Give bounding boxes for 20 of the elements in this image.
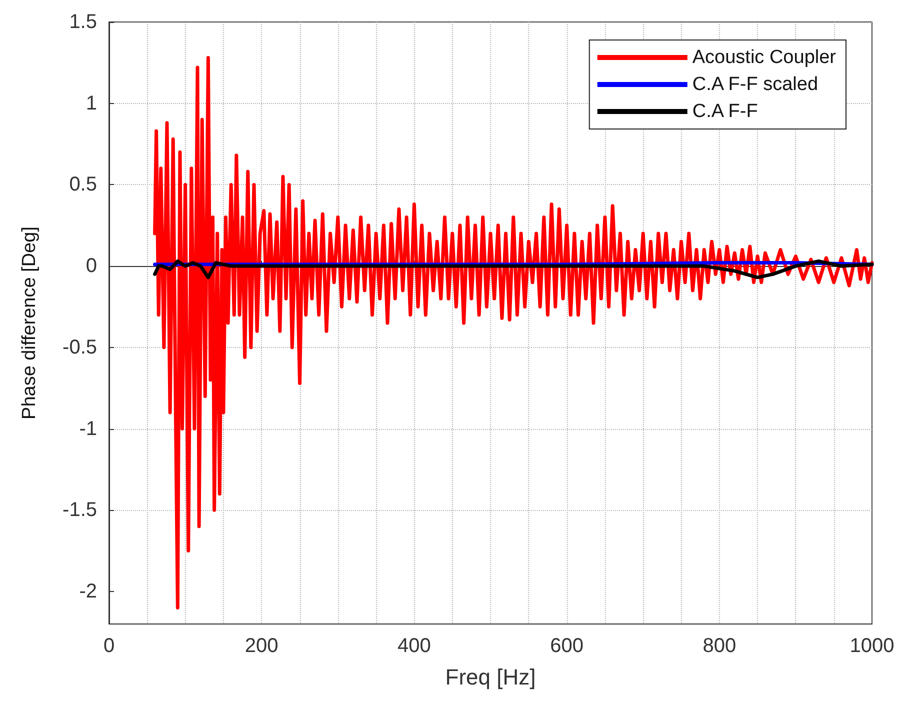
x-tick-label: 200 bbox=[244, 635, 278, 657]
x-tick-label: 1000 bbox=[850, 635, 894, 657]
x-tick-label: 400 bbox=[398, 635, 431, 657]
y-tick-label: -1.5 bbox=[62, 499, 97, 522]
y-axis-title: Phase difference [Deg] bbox=[19, 226, 40, 420]
y-tick-label: -0.5 bbox=[62, 336, 97, 358]
x-axis-title: Freq [Hz] bbox=[445, 664, 536, 690]
x-tick-label: 800 bbox=[702, 635, 736, 657]
legend-label: C.A F-F scaled bbox=[692, 74, 818, 95]
legend-label: Acoustic Coupler bbox=[692, 47, 837, 68]
y-tick-label: 1 bbox=[86, 92, 97, 114]
y-tick-label: -1 bbox=[79, 418, 97, 440]
x-tick-label: 600 bbox=[550, 635, 584, 657]
y-tick-label: -2 bbox=[79, 580, 97, 602]
line-series bbox=[153, 259, 874, 280]
y-tick-label: 0.5 bbox=[69, 174, 97, 196]
legend-label: C.A F-F bbox=[692, 101, 758, 122]
x-tick-label: 0 bbox=[103, 635, 115, 657]
y-tick-label: 1.5 bbox=[69, 11, 97, 33]
y-tick-label: 0 bbox=[86, 255, 97, 278]
